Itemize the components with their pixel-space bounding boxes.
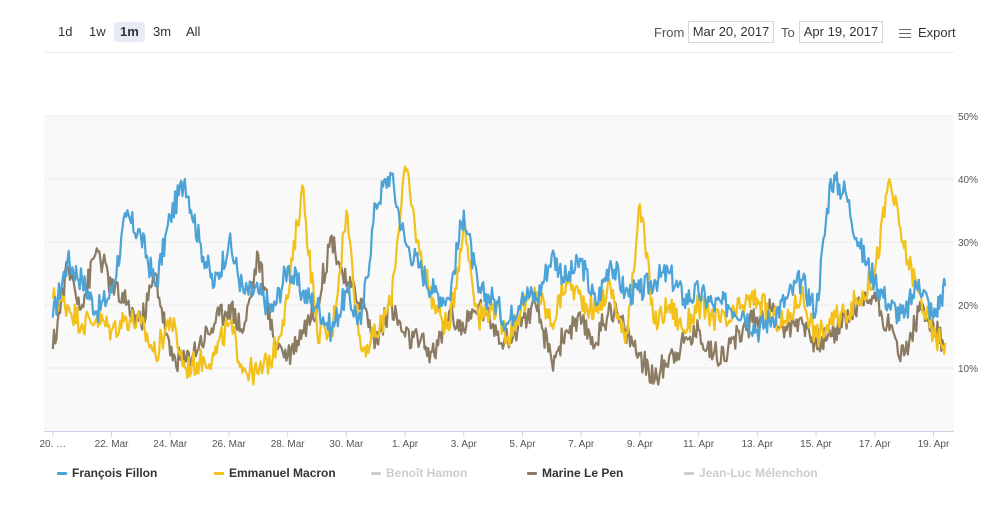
legend-label-macron: Emmanuel Macron xyxy=(229,466,336,480)
y-tick-label: 50% xyxy=(958,112,978,123)
toolbar: 1d 1w 1m 3m All From Mar 20, 2017 To Apr… xyxy=(0,0,1000,62)
x-tick-label: 15. Apr xyxy=(800,439,832,450)
legend-label-fillon: François Fillon xyxy=(72,466,158,480)
y-tick-label: 30% xyxy=(958,238,978,249)
legend-label-lepen: Marine Le Pen xyxy=(542,466,624,480)
to-date-input[interactable]: Apr 19, 2017 xyxy=(799,21,883,43)
range-3m-button[interactable]: 3m xyxy=(153,24,172,39)
x-tick-label: 19. Apr xyxy=(918,439,950,450)
from-label: From xyxy=(654,25,685,40)
legend-item-macron[interactable]: Emmanuel Macron xyxy=(214,466,336,480)
legend-item-hamon[interactable]: Benoît Hamon xyxy=(371,466,467,480)
legend-item-lepen[interactable]: Marine Le Pen xyxy=(527,466,623,480)
y-tick-label: 20% xyxy=(958,301,978,312)
x-tick-label: 3. Apr xyxy=(451,439,478,450)
x-tick-label: 28. Mar xyxy=(271,439,306,450)
series-line-lepen xyxy=(51,234,946,386)
melenchon-swatch xyxy=(684,472,694,476)
legend-label-hamon: Benoît Hamon xyxy=(386,466,468,480)
y-tick-label: 40% xyxy=(958,175,978,186)
x-tick-label: 11. Apr xyxy=(683,439,715,450)
x-tick-label: 13. Apr xyxy=(741,439,773,450)
plot-band xyxy=(44,116,954,431)
y-ticks: 10% 20% 30% 40% 50% xyxy=(958,112,978,375)
lepen-swatch xyxy=(527,472,537,476)
x-tick-label: 17. Apr xyxy=(859,439,891,450)
x-ticks: 20. … 22. Mar 24. Mar 26. Mar 28. Mar 30. Mar… xyxy=(39,431,950,450)
export-label: Export xyxy=(918,25,956,40)
x-tick-label: 1. Apr xyxy=(392,439,419,450)
x-tick-label: 5. Apr xyxy=(509,439,536,450)
x-tick-label: 30. Mar xyxy=(329,439,364,450)
x-tick-label: 26. Mar xyxy=(212,439,247,450)
range-1d-button[interactable]: 1d xyxy=(58,24,73,39)
x-tick-label: 9. Apr xyxy=(627,439,654,450)
to-label: To xyxy=(781,25,795,40)
export-button[interactable]: Export xyxy=(899,25,956,41)
fillon-swatch xyxy=(57,472,67,476)
x-tick-label: 20. … xyxy=(39,439,66,450)
y-tick-label: 10% xyxy=(958,364,978,375)
x-tick-label: 24. Mar xyxy=(153,439,188,450)
chart: 20. … 22. Mar 24. Mar 26. Mar 28. Mar 30. Mar… xyxy=(39,112,978,450)
legend-label-melenchon: Jean-Luc Mélenchon xyxy=(699,466,818,480)
x-tick-label: 22. Mar xyxy=(95,439,130,450)
from-date-input[interactable]: Mar 20, 2017 xyxy=(688,21,774,43)
series-line-fillon xyxy=(51,171,947,343)
macron-swatch xyxy=(214,472,224,476)
legend-item-fillon[interactable]: François Fillon xyxy=(57,466,157,480)
range-1m-button[interactable]: 1m xyxy=(114,22,145,42)
range-1w-button[interactable]: 1w xyxy=(89,24,106,39)
x-tick-label: 7. Apr xyxy=(568,439,595,450)
menu-icon xyxy=(899,26,911,41)
hamon-swatch xyxy=(371,472,381,476)
series-layer xyxy=(51,165,947,386)
legend-item-melenchon[interactable]: Jean-Luc Mélenchon xyxy=(684,466,818,480)
range-all-button[interactable]: All xyxy=(186,24,201,39)
toolbar-divider xyxy=(44,52,954,53)
